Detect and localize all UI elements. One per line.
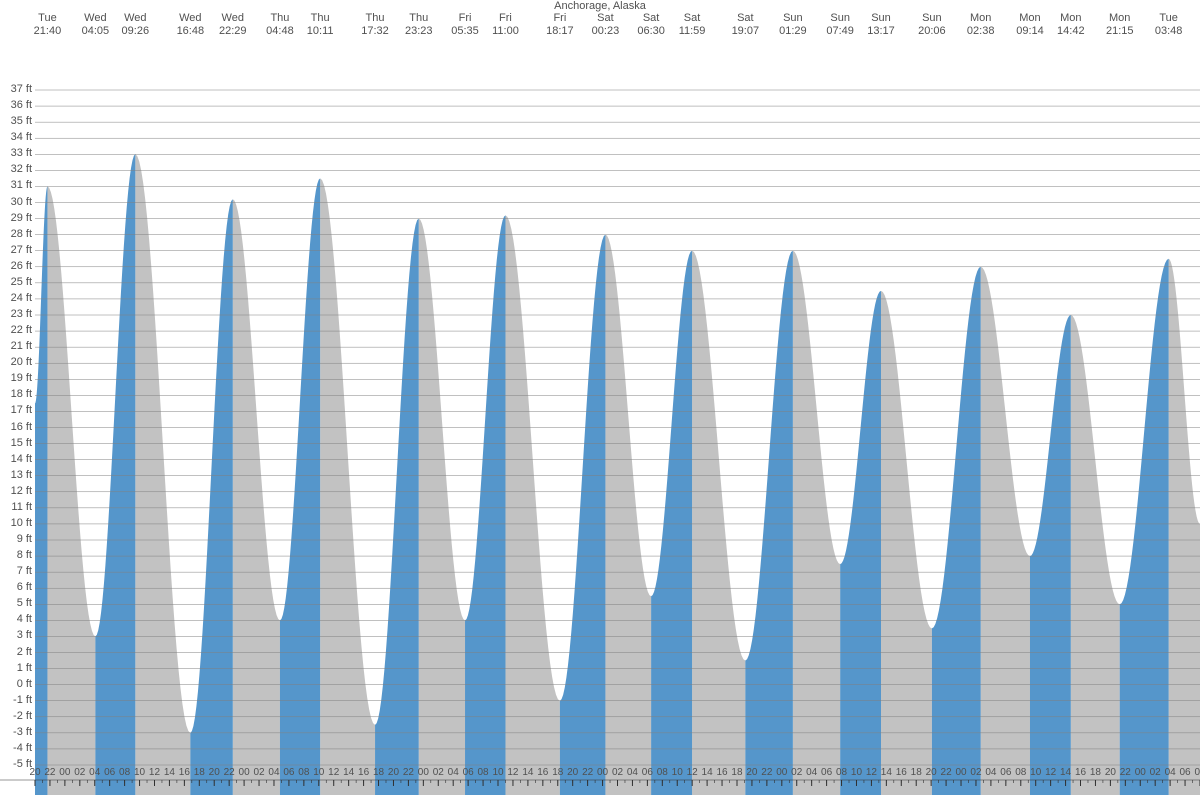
- y-tick-label: 30 ft: [2, 196, 32, 208]
- y-tick-label: 13 ft: [2, 469, 32, 481]
- tide-event-label: Thu10:11: [302, 12, 338, 38]
- y-tick-label: 16 ft: [2, 421, 32, 433]
- chart-title: Anchorage, Alaska: [0, 0, 1200, 12]
- y-tick-label: 26 ft: [2, 260, 32, 272]
- tide-event-label: Fri18:17: [542, 12, 578, 38]
- y-tick-label: 12 ft: [2, 485, 32, 497]
- y-tick-label: 19 ft: [2, 372, 32, 384]
- y-tick-label: 1 ft: [2, 662, 32, 674]
- y-tick-label: 18 ft: [2, 388, 32, 400]
- y-tick-label: -1 ft: [2, 694, 32, 706]
- tide-event-label: Fri11:00: [487, 12, 523, 38]
- y-tick-label: 5 ft: [2, 597, 32, 609]
- tide-event-label: Thu17:32: [357, 12, 393, 38]
- tide-event-label: Thu04:48: [262, 12, 298, 38]
- tide-event-label: Tue21:40: [29, 12, 65, 38]
- y-tick-label: 8 ft: [2, 549, 32, 561]
- y-tick-label: 21 ft: [2, 340, 32, 352]
- tide-event-label: Sun01:29: [775, 12, 811, 38]
- tide-event-label: Sun20:06: [914, 12, 950, 38]
- tide-event-label: Mon02:38: [963, 12, 999, 38]
- tide-event-label: Wed04:05: [77, 12, 113, 38]
- y-tick-label: 10 ft: [2, 517, 32, 529]
- y-tick-label: 31 ft: [2, 179, 32, 191]
- tide-event-label: Wed16:48: [172, 12, 208, 38]
- y-tick-label: 11 ft: [2, 501, 32, 513]
- y-tick-label: 24 ft: [2, 292, 32, 304]
- y-tick-label: -4 ft: [2, 742, 32, 754]
- tide-event-label: Sun13:17: [863, 12, 899, 38]
- y-tick-label: 14 ft: [2, 453, 32, 465]
- tide-event-label: Tue03:48: [1151, 12, 1187, 38]
- tide-event-label: Sat06:30: [633, 12, 669, 38]
- y-tick-label: 34 ft: [2, 131, 32, 143]
- tide-event-label: Fri05:35: [447, 12, 483, 38]
- y-tick-label: -2 ft: [2, 710, 32, 722]
- tide-event-label: Sat00:23: [587, 12, 623, 38]
- tide-event-label: Sun07:49: [822, 12, 858, 38]
- tide-event-label: Wed09:26: [117, 12, 153, 38]
- tide-event-label: Mon14:42: [1053, 12, 1089, 38]
- y-tick-label: 29 ft: [2, 212, 32, 224]
- tide-event-label: Mon21:15: [1102, 12, 1138, 38]
- y-tick-label: 23 ft: [2, 308, 32, 320]
- x-tick-label: 08: [1191, 767, 1200, 778]
- tide-event-label: Sat11:59: [674, 12, 710, 38]
- y-tick-label: 35 ft: [2, 115, 32, 127]
- tide-chart: [0, 0, 1200, 800]
- y-tick-label: 4 ft: [2, 613, 32, 625]
- y-tick-label: 0 ft: [2, 678, 32, 690]
- tide-event-label: Thu23:23: [401, 12, 437, 38]
- y-tick-label: 25 ft: [2, 276, 32, 288]
- y-tick-label: 20 ft: [2, 356, 32, 368]
- tide-event-label: Wed22:29: [215, 12, 251, 38]
- y-tick-label: 37 ft: [2, 83, 32, 95]
- tide-event-label: Mon09:14: [1012, 12, 1048, 38]
- y-tick-label: 17 ft: [2, 404, 32, 416]
- tide-event-label: Sat19:07: [727, 12, 763, 38]
- y-tick-label: 7 ft: [2, 565, 32, 577]
- y-tick-label: 22 ft: [2, 324, 32, 336]
- y-tick-label: 27 ft: [2, 244, 32, 256]
- y-tick-label: 36 ft: [2, 99, 32, 111]
- y-tick-label: 15 ft: [2, 437, 32, 449]
- y-tick-label: 6 ft: [2, 581, 32, 593]
- y-tick-label: 3 ft: [2, 629, 32, 641]
- y-tick-label: 33 ft: [2, 147, 32, 159]
- y-tick-label: 32 ft: [2, 163, 32, 175]
- y-tick-label: 2 ft: [2, 646, 32, 658]
- y-tick-label: 28 ft: [2, 228, 32, 240]
- y-tick-label: 9 ft: [2, 533, 32, 545]
- y-tick-label: -3 ft: [2, 726, 32, 738]
